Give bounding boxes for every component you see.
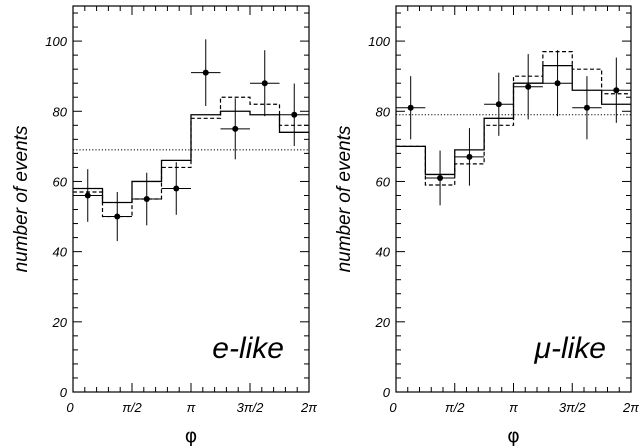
data-point <box>291 111 298 118</box>
x-tick-label: 3π/2 <box>237 400 265 415</box>
dashed-histogram <box>396 51 631 186</box>
y-tick-label: 0 <box>60 385 68 400</box>
x-tick-label: π/2 <box>445 400 465 415</box>
y-tick-label: 80 <box>376 104 391 119</box>
data-point <box>261 80 268 87</box>
data-point <box>437 174 444 181</box>
data-point <box>466 153 473 160</box>
panel-label: μ-like <box>534 332 606 365</box>
data-point <box>143 196 150 202</box>
data-point <box>495 101 502 108</box>
y-tick-label: 40 <box>376 245 391 260</box>
x-tick-label: 2π <box>300 400 317 415</box>
x-tick-label: π <box>187 400 196 415</box>
y-tick-label: 100 <box>45 34 67 49</box>
data-point <box>583 104 590 111</box>
panel-e-like: 0 20 40 60 80 100 0 π/2 π 3π/2 2π e-like number of e… <box>11 5 317 447</box>
data-point <box>173 185 180 192</box>
panel-mu-like: 0 20 40 60 80 100 0 π/2 π 3π/2 2π μ-like number of e… <box>334 5 639 447</box>
y-tick-label: 0 <box>383 385 391 400</box>
data-point <box>407 104 414 111</box>
data-point <box>613 87 620 94</box>
y-axis-title: number of events <box>11 125 32 272</box>
data-point <box>554 80 561 87</box>
data-point <box>525 83 532 90</box>
y-tick-label: 100 <box>368 34 390 49</box>
y-tick-label: 80 <box>53 104 68 119</box>
x-axis-title: φ <box>185 425 198 447</box>
y-axis-title: number of events <box>334 125 355 272</box>
x-tick-label: 3π/2 <box>559 400 587 415</box>
y-tick-label: 20 <box>375 315 391 330</box>
data-point <box>202 69 209 76</box>
y-tick-label: 60 <box>53 174 68 189</box>
x-axis-title: φ <box>507 425 520 447</box>
x-tick-label: 0 <box>389 400 397 415</box>
x-tick-label: π/2 <box>122 400 142 415</box>
y-tick-label: 60 <box>376 174 391 189</box>
x-tick-label: π <box>509 400 518 415</box>
y-tick-label: 20 <box>52 315 68 330</box>
data-point <box>232 125 239 132</box>
x-tick-label: 2π <box>622 400 639 415</box>
data-point <box>114 213 121 220</box>
y-tick-label: 40 <box>53 245 68 260</box>
data-point <box>84 192 91 199</box>
panel-label: e-like <box>212 332 284 365</box>
x-tick-label: 0 <box>66 400 74 415</box>
